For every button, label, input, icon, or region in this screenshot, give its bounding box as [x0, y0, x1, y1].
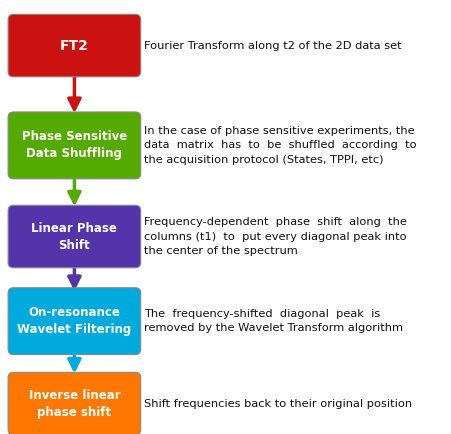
FancyBboxPatch shape [8, 288, 141, 355]
Text: Fourier Transform along t2 of the 2D data set: Fourier Transform along t2 of the 2D dat… [144, 40, 402, 51]
Text: Shift frequencies back to their original position: Shift frequencies back to their original… [144, 398, 413, 409]
FancyBboxPatch shape [8, 372, 141, 434]
Text: Linear Phase
Shift: Linear Phase Shift [32, 221, 117, 252]
FancyBboxPatch shape [8, 112, 141, 179]
Text: Phase Sensitive
Data Shuffling: Phase Sensitive Data Shuffling [22, 130, 127, 161]
Text: FT2: FT2 [60, 39, 89, 53]
FancyBboxPatch shape [8, 14, 141, 77]
Text: On-resonance
Wavelet Filtering: On-resonance Wavelet Filtering [17, 306, 132, 336]
Text: Frequency-dependent  phase  shift  along  the
columns (t1)  to  put every diagon: Frequency-dependent phase shift along th… [144, 217, 407, 256]
Text: The  frequency-shifted  diagonal  peak  is
removed by the Wavelet Transform algo: The frequency-shifted diagonal peak is r… [144, 309, 403, 333]
Text: Inverse linear
phase shift: Inverse linear phase shift [28, 388, 120, 419]
FancyBboxPatch shape [8, 205, 141, 268]
Text: In the case of phase sensitive experiments, the
data  matrix  has  to  be  shuff: In the case of phase sensitive experimen… [144, 126, 417, 165]
